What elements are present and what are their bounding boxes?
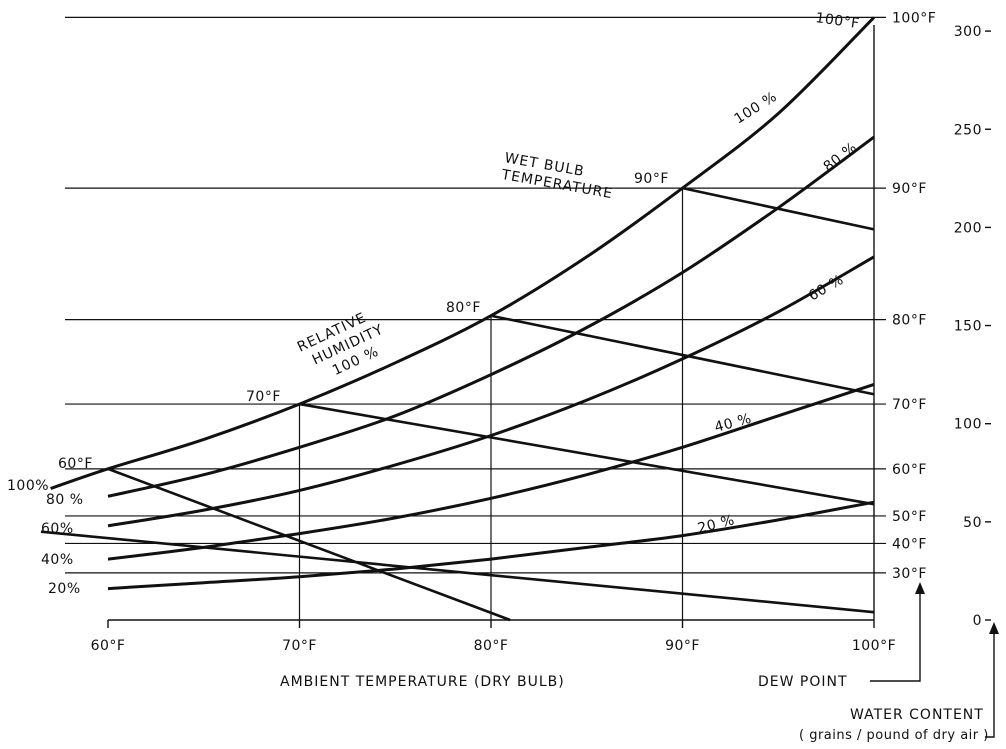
wet-bulb-label-70: 70°F <box>246 389 281 405</box>
wet-bulb-label-80: 80°F <box>446 300 481 316</box>
wet-bulb-line-90 <box>682 186 875 231</box>
dew-point-arrow <box>870 592 921 682</box>
water-tick-label: 0 <box>973 613 982 629</box>
rh-left-label-40: 40% <box>41 552 74 568</box>
rh-curve-20 <box>107 500 875 591</box>
dew-point-tick-label: 50°F <box>892 509 927 525</box>
x-axis-title: AMBIENT TEMPERATURE (DRY BULB) <box>280 674 565 690</box>
wet-bulb-label-100: 100°F <box>814 10 860 32</box>
rh-curve-80 <box>107 135 875 498</box>
dew-point-arrowhead <box>915 582 925 594</box>
dew-point-tick-label: 30°F <box>892 566 927 582</box>
water-content-arrowhead <box>989 622 999 634</box>
x-tick-label: 60°F <box>91 638 126 654</box>
wet-bulb-line-left-diagonal <box>40 530 875 614</box>
wet-bulb-annotation: WET BULB TEMPERATURE <box>499 150 614 202</box>
rh-left-label-80: 80 % <box>46 492 84 508</box>
x-tick-label: 90°F <box>665 638 700 654</box>
dew-point-tick-label: 80°F <box>892 313 927 329</box>
dew-point-label: DEW POINT <box>758 674 848 690</box>
dew-point-gridlines: 30°F 40°F 50°F 60°F 70°F 80°F 90°F 100°F <box>65 10 936 620</box>
water-content-sublabel: ( grains / pound of dry air ) <box>799 728 989 743</box>
water-tick-label: 50 <box>963 515 982 531</box>
relative-humidity-curves <box>50 16 876 591</box>
wet-bulb-lines <box>40 186 875 622</box>
rh-inline-label-100: 100 % <box>732 89 780 127</box>
water-tick-label: 100 <box>954 417 982 433</box>
dew-point-tick-label: 40°F <box>892 536 927 552</box>
rh-curve-60 <box>107 255 875 528</box>
chart-axes: 60°F 70°F 80°F 90°F 100°F 0 50 100 150 200 250 300 <box>91 24 991 654</box>
wet-bulb-line-60 <box>107 467 511 622</box>
rh-left-label-20: 20% <box>48 581 81 597</box>
dew-point-tick-label: 70°F <box>892 397 927 413</box>
rh-curve-100 <box>50 16 876 490</box>
rh-left-label-100: 100% <box>7 478 49 494</box>
water-content-label: WATER CONTENT <box>850 707 984 723</box>
wet-bulb-label-90: 90°F <box>634 171 669 187</box>
dew-point-tick-label: 100°F <box>892 10 936 26</box>
rh-inline-label-60: 60 % <box>806 272 847 305</box>
rh-left-label-60: 60% <box>41 521 74 537</box>
x-tick-label: 80°F <box>474 638 509 654</box>
wet-bulb-line-80 <box>490 314 875 396</box>
water-tick-label: 250 <box>954 122 982 138</box>
rh-curve-40 <box>107 382 875 561</box>
dew-point-tick-label: 60°F <box>892 462 927 478</box>
dew-point-tick-label: 90°F <box>892 181 927 197</box>
water-content-arrow <box>985 632 995 738</box>
water-tick-label: 300 <box>954 24 982 40</box>
wet-bulb-label-60: 60°F <box>58 456 93 472</box>
x-tick-label: 100°F <box>852 638 896 654</box>
x-tick-label: 70°F <box>282 638 317 654</box>
rh-inline-label-80: 80 % <box>821 139 860 175</box>
water-tick-label: 150 <box>954 319 982 335</box>
wet-bulb-line-70 <box>299 402 875 506</box>
water-tick-label: 200 <box>954 220 982 236</box>
relative-humidity-annotation: RELATIVE HUMIDITY 100 % <box>295 310 386 379</box>
